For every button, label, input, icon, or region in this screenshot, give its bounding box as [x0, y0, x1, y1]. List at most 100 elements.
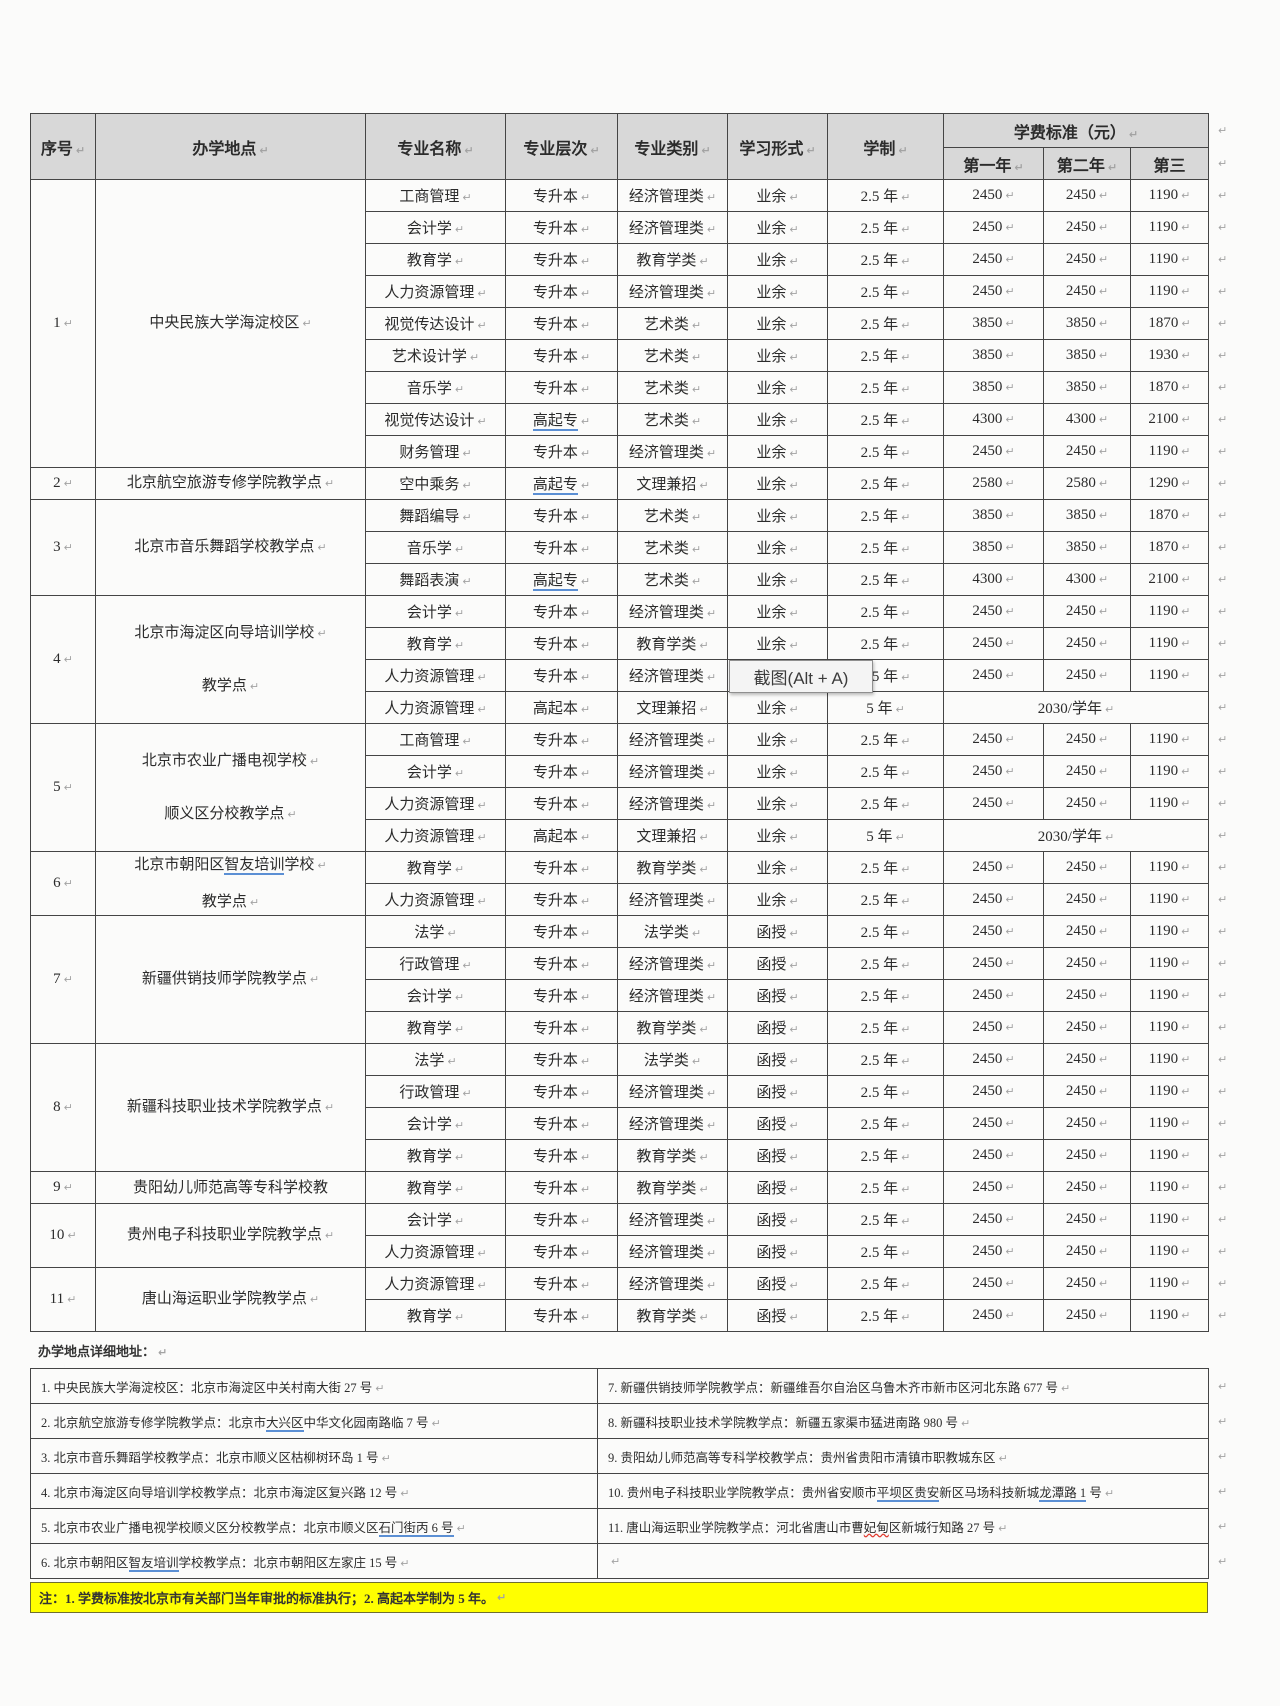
cell-end-mark: ↵: [1218, 797, 1228, 810]
cell-study-form: 业余↵: [727, 307, 828, 340]
cell-fee-year1: 2450 ↵: [943, 1139, 1044, 1172]
text-segment: 函授: [756, 1181, 787, 1197]
cell-end-mark: ↵: [699, 1311, 709, 1324]
cell-end-mark: ↵: [901, 1055, 911, 1068]
cell-end-mark: ↵: [706, 1247, 717, 1260]
cell-end-mark: ↵: [1005, 317, 1015, 330]
cell-end-mark: ↵: [317, 541, 327, 554]
address-cell: 8. 新疆科技职业技术学院教学点：新疆五家渠市猛进南路 980 号 ↵: [597, 1403, 1209, 1439]
cell-end-mark: ↵: [1005, 637, 1015, 650]
cell-end-mark: ↵: [1218, 221, 1228, 234]
cell-end-mark: ↵: [1218, 765, 1228, 778]
text-segment: 专升本: [532, 381, 578, 397]
cell-end-mark: ↵: [901, 543, 911, 556]
cell-end-mark: ↵: [1098, 605, 1109, 618]
text-segment: 1. 中央民族大学海淀校区：北京市海淀区中关村南大街 27 号: [41, 1380, 373, 1395]
cell-fee-year2: 2450 ↵: [1043, 979, 1131, 1012]
cell-level: 专升本 ↵: [505, 307, 618, 340]
cell-end-mark: ↵: [1218, 893, 1228, 906]
cell-end-mark: ↵: [901, 895, 911, 908]
cell-end-mark: ↵: [324, 1101, 335, 1114]
cell-fee-year2: 2450 ↵: [1043, 1107, 1131, 1140]
cell-duration: 5 年 ↵: [827, 691, 944, 724]
text-segment: 2450: [972, 923, 1003, 939]
column-header: 学习形式 ↵: [727, 113, 828, 180]
cell-end-mark: ↵: [901, 479, 911, 492]
row-end-mark-gutter: ↵: [1209, 628, 1264, 660]
cell-end-mark: ↵: [1218, 925, 1228, 938]
text-segment: 业余: [756, 605, 787, 621]
cell-level: 专升本 ↵: [505, 1139, 618, 1172]
cell-fee-year2: 2450 ↵: [1043, 243, 1131, 276]
cell-study-form: 函授 ↵: [727, 915, 828, 948]
cell-fee-year1: 2450 ↵: [943, 1075, 1044, 1108]
cell-section-no: 4 ↵: [30, 595, 96, 724]
text-segment: 2.5 年: [860, 1085, 899, 1101]
table-row: 4 ↵ 北京市海淀区向导培训学校 ↵ 教学点 ↵ 会计学 ↵ 专升本 ↵ 经济管理类 ↵ 业余 ↵ 2.5 …: [30, 595, 1264, 724]
text-segment: 会计学: [406, 221, 452, 237]
text-segment: 4300: [972, 411, 1003, 427]
cell-major: 音乐学 ↵: [365, 531, 506, 564]
text-segment: 专升本: [532, 957, 578, 973]
text-segment: 经济管理类: [628, 189, 704, 205]
cell-fee-year1: 3850 ↵: [943, 339, 1044, 372]
text-segment: 专升本: [532, 1213, 578, 1229]
cell-level: 专升本 ↵: [505, 787, 618, 820]
cell-end-mark: ↵: [1005, 349, 1015, 362]
table-row: 7 ↵ 新疆供销技师学院教学点 ↵ 法学 ↵ 专升本 ↵ 法学类 ↵ 函授 ↵ 2.5 年 ↵ 2450 ↵ 2…: [30, 915, 1264, 1044]
cell-end-mark: ↵: [63, 477, 73, 490]
cell-end-mark: ↵: [789, 959, 799, 972]
text-segment: 专升本: [532, 989, 578, 1005]
cell-category: 教育学类 ↵: [617, 1139, 728, 1172]
cell-category: 经济管理类 ↵: [617, 883, 728, 916]
cell-end-mark: ↵: [901, 1087, 911, 1100]
cell-end-mark: ↵: [1098, 253, 1109, 266]
text-segment: 2450: [972, 283, 1003, 299]
text-segment: 10: [49, 1227, 65, 1243]
cell-end-mark: ↵: [1181, 573, 1191, 586]
location-line: 教学点 ↵: [97, 892, 365, 913]
cell-fee-year1: 2450 ↵: [943, 1299, 1044, 1332]
cell-end-mark: ↵: [1098, 765, 1109, 778]
cell-fee-year3: 1290 ↵: [1130, 467, 1209, 500]
cell-fee-year1: 2450 ↵: [943, 179, 1044, 212]
text-segment: 2450: [972, 1115, 1003, 1131]
cell-end-mark: ↵: [1005, 1213, 1015, 1226]
text-segment: 2030/学年: [1037, 701, 1102, 717]
cell-end-mark: ↵: [477, 671, 487, 684]
location-line: 北京市朝阳区智友培训学校 ↵: [97, 855, 365, 876]
cell-level: 专升本 ↵: [505, 1107, 618, 1140]
cell-end-mark: ↵: [706, 671, 717, 684]
text-segment: 函授: [756, 1213, 787, 1229]
text-segment: 业余: [756, 861, 787, 877]
text-segment: 智友培训: [224, 856, 285, 875]
cell-end-mark: ↵: [1218, 573, 1228, 586]
cell-end-mark: ↵: [302, 317, 312, 330]
cell-end-mark: ↵: [1098, 381, 1109, 394]
row-end-mark-gutter: ↵: [1209, 1404, 1264, 1439]
cell-end-mark: ↵: [1218, 541, 1228, 554]
table-row: 行政管理 ↵ 专升本 ↵ 经济管理类 ↵ 函授 ↵ 2.5 年 ↵ 2450 ↵ 2450 ↵ 1190 ↵ ↵: [31, 1075, 1264, 1108]
cell-study-form: 业余↵: [727, 595, 828, 628]
cell-end-mark: ↵: [901, 191, 911, 204]
cell-end-mark: ↵: [901, 1151, 911, 1164]
cell-study-form: 函授 ↵: [727, 1043, 828, 1076]
cell-end-mark: ↵: [477, 799, 487, 812]
cell-category: 经济管理类 ↵: [617, 755, 728, 788]
row-end-mark-gutter: ↵: [1209, 1509, 1264, 1544]
cell-level: 专升本 ↵: [505, 627, 618, 660]
row-end-mark-gutter: ↵: [1209, 948, 1264, 980]
cell-end-mark: ↵: [1181, 253, 1191, 266]
cell-end-mark: ↵: [901, 1311, 911, 1324]
text-segment: 经济管理类: [628, 957, 704, 973]
cell-end-mark: ↵: [580, 255, 591, 268]
cell-end-mark: ↵: [789, 319, 799, 332]
text-segment: 业余: [756, 221, 787, 237]
cell-end-mark: ↵: [789, 351, 799, 364]
text-segment: 2450: [1065, 283, 1096, 299]
cell-end-mark: ↵: [901, 319, 911, 332]
cell-end-mark: ↵: [580, 607, 591, 620]
cell-fee-year1: 3850 ↵: [943, 371, 1044, 404]
cell-category: 教育学类 ↵: [617, 1299, 728, 1332]
text-segment: 2450: [1065, 859, 1096, 875]
